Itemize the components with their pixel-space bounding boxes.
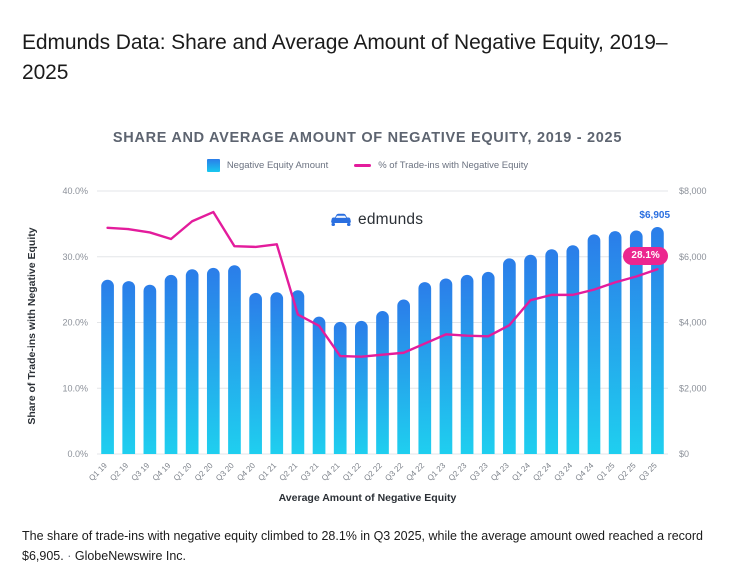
bar: [439, 278, 453, 455]
edmunds-logo: edmunds: [330, 211, 423, 229]
svg-text:Q3 22: Q3 22: [383, 461, 405, 483]
svg-text:Q1 23: Q1 23: [426, 461, 448, 483]
bar: [460, 274, 474, 455]
amount-callout-label: $6,905: [639, 210, 671, 222]
bar: [651, 227, 664, 455]
svg-text:Q1 20: Q1 20: [172, 461, 194, 483]
page-title: Edmunds Data: Share and Average Amount o…: [22, 31, 668, 85]
svg-text:Q3 21: Q3 21: [299, 461, 321, 483]
percent-badge: 28.1%: [623, 247, 668, 265]
svg-text:Q4 19: Q4 19: [151, 461, 173, 483]
trend-line: [106, 210, 659, 358]
svg-text:Q1 21: Q1 21: [256, 461, 278, 483]
svg-text:Q4 21: Q4 21: [320, 461, 342, 483]
svg-text:Q3 19: Q3 19: [130, 461, 152, 483]
chart-title: SHARE AND AVERAGE AMOUNT OF NEGATIVE EQU…: [112, 130, 623, 147]
bar: [143, 284, 157, 455]
svg-text:$0: $0: [679, 449, 689, 459]
bar: [397, 299, 410, 455]
svg-text:Q2 23: Q2 23: [447, 461, 469, 483]
bar: [101, 279, 114, 455]
svg-text:$2,000: $2,000: [679, 384, 707, 394]
y-axis-tick-labels: 0.0% 10.0% 20.0% 30.0% 40.0%: [62, 186, 88, 459]
svg-text:Q4 24: Q4 24: [574, 461, 596, 483]
caption-source: GlobeNewswire Inc.: [74, 549, 187, 564]
svg-text:Q2 21: Q2 21: [278, 461, 300, 483]
svg-text:Q3 24: Q3 24: [552, 461, 574, 483]
bar: [481, 271, 495, 455]
bar: [355, 320, 368, 455]
svg-text:$8,000: $8,000: [679, 186, 707, 196]
bar: [566, 245, 580, 455]
bar: [608, 231, 622, 455]
svg-text:Q1 19: Q1 19: [87, 461, 109, 483]
y2-axis-tick-labels: $0 $2,000 $4,000 $6,000 $8,000: [679, 186, 707, 459]
svg-text:Q2 22: Q2 22: [362, 461, 384, 483]
svg-text:$6,000: $6,000: [679, 252, 707, 262]
svg-text:Q2 24: Q2 24: [531, 461, 553, 483]
bar: [333, 321, 347, 455]
svg-text:Q2 25: Q2 25: [616, 461, 638, 483]
legend-line-swatch-icon: [354, 164, 372, 168]
bar: [270, 292, 284, 455]
svg-text:Q4 20: Q4 20: [235, 461, 257, 483]
legend-bar-swatch-icon: [206, 159, 220, 173]
bar: [376, 311, 389, 455]
bar-series: [101, 227, 664, 455]
chart-legend: Negative Equity Amount % of Trade-ins wi…: [0, 159, 735, 173]
chart-card: SHARE AND AVERAGE AMOUNT OF NEGATIVE EQU…: [0, 110, 735, 523]
legend-item-negative-equity-amount[interactable]: Negative Equity Amount: [206, 159, 329, 173]
svg-text:Q2 20: Q2 20: [193, 461, 215, 483]
edmunds-wordmark: edmunds: [358, 211, 424, 229]
svg-text:Q1 22: Q1 22: [341, 461, 363, 483]
legend-label-bar: Negative Equity Amount: [226, 160, 329, 172]
svg-text:Q3 25: Q3 25: [637, 461, 659, 483]
car-icon: [331, 213, 351, 226]
bar: [503, 258, 516, 455]
bar: [122, 281, 136, 455]
svg-text:30.0%: 30.0%: [62, 252, 88, 262]
caption-separator: ·: [67, 549, 72, 564]
legend-item-percent-trade-ins[interactable]: % of Trade-ins with Negative Equity: [354, 160, 528, 171]
svg-text:Q1 25: Q1 25: [595, 461, 617, 483]
bar: [228, 265, 241, 455]
bar: [587, 234, 601, 455]
bar: [206, 267, 220, 455]
line-series: [106, 210, 659, 358]
bar: [629, 230, 643, 455]
svg-text:40.0%: 40.0%: [62, 186, 88, 196]
svg-text:0.0%: 0.0%: [67, 449, 88, 459]
svg-text:Q3 23: Q3 23: [468, 461, 490, 483]
bar: [418, 282, 432, 455]
legend-label-line: % of Trade-ins with Negative Equity: [378, 160, 529, 172]
svg-text:Q3 20: Q3 20: [214, 461, 236, 483]
x-axis-tick-labels: Q1 19 Q2 19 Q3 19 Q4 19 Q1 20 Q2 20 Q3 20 Q4 20…: [87, 461, 659, 483]
bar: [164, 274, 178, 455]
y-axis-title: Share of Trade-ins with Negative Equity: [26, 227, 38, 425]
svg-text:Q4 23: Q4 23: [489, 461, 511, 483]
bar: [291, 290, 305, 455]
x-axis-title: Average Amount of Negative Equity: [278, 492, 457, 505]
svg-text:10.0%: 10.0%: [62, 384, 88, 394]
svg-text:20.0%: 20.0%: [62, 318, 88, 328]
caption: The share of trade-ins with negative equ…: [0, 526, 735, 566]
bar: [249, 292, 262, 455]
gridlines: [97, 190, 668, 455]
svg-text:Q2 19: Q2 19: [108, 461, 130, 483]
svg-text:Q4 22: Q4 22: [404, 461, 426, 483]
bar: [545, 249, 559, 455]
bar: [312, 316, 326, 455]
bar: [185, 269, 199, 455]
svg-text:Q1 24: Q1 24: [510, 461, 532, 483]
svg-text:$4,000: $4,000: [679, 318, 707, 328]
bar: [524, 254, 537, 455]
